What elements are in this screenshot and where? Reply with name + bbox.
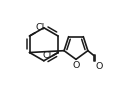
- Text: O: O: [72, 61, 80, 70]
- Text: O: O: [96, 62, 103, 71]
- Text: Cl: Cl: [35, 23, 45, 32]
- Text: Cl: Cl: [43, 51, 52, 60]
